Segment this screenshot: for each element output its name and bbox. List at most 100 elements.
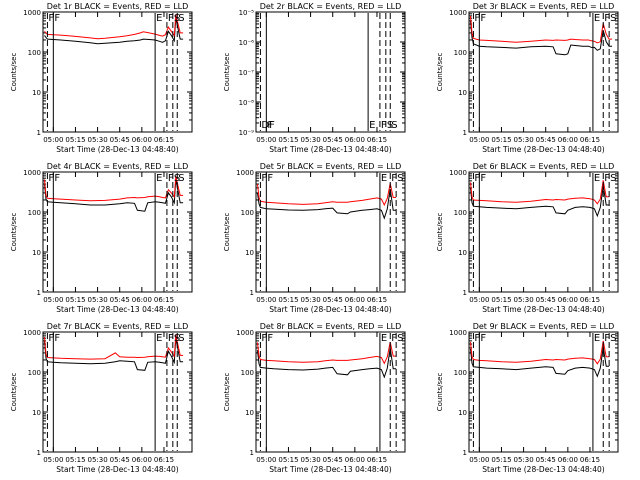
- x-tick-label: 06:00: [558, 136, 578, 144]
- panel-3: Det 3r BLACK = Events, RED = LLD 1 10 100 10…: [436, 2, 619, 154]
- event-marker-label: E: [381, 333, 387, 344]
- y-tick-label: 1000: [236, 169, 254, 177]
- event-marker-label: S: [397, 173, 403, 184]
- x-axis-label: Start Time (28-Dec-13 04:48:40): [269, 465, 391, 474]
- x-tick-label: 06:00: [132, 296, 152, 304]
- event-marker-label: S: [391, 120, 397, 131]
- lld-series-line: [470, 15, 613, 44]
- event-marker-label: F: [267, 173, 273, 184]
- x-tick-label: 06:15: [580, 296, 600, 304]
- event-marker-label: F: [391, 333, 397, 344]
- event-marker-label: S: [178, 13, 184, 24]
- lld-series-line: [470, 180, 610, 205]
- event-marker-label: S: [397, 333, 403, 344]
- event-marker-label: F: [604, 173, 610, 184]
- panel-title: Det 7r BLACK = Events, RED = LLD: [47, 322, 189, 331]
- events-series-line: [470, 185, 610, 218]
- x-tick-label: 05:30: [513, 456, 533, 464]
- events-series-line: [44, 179, 184, 212]
- x-axis-label: Start Time (28-Dec-13 04:48:40): [56, 145, 178, 154]
- event-marker-label: F: [474, 173, 480, 184]
- y-axis-label: Counts/sec: [436, 213, 444, 252]
- event-marker-label: F: [604, 13, 610, 24]
- y-axis-label: Counts/sec: [223, 373, 231, 412]
- x-tick-label: 05:45: [323, 136, 343, 144]
- x-tick-label: 05:00: [469, 296, 489, 304]
- y-tick-label: 10⁻⁵: [239, 9, 255, 17]
- event-marker-label: F: [48, 13, 54, 24]
- event-marker-label: F: [168, 13, 174, 24]
- panel-1: Det 1r BLACK = Events, RED = LLD 1 10 100 10…: [10, 2, 193, 154]
- x-tick-label: 05:15: [278, 296, 298, 304]
- y-tick-label: 10: [32, 89, 41, 97]
- x-tick-label: 05:45: [110, 136, 130, 144]
- y-tick-label: 1: [37, 129, 41, 137]
- y-tick-label: 1000: [449, 169, 467, 177]
- x-tick-label: 06:15: [367, 456, 387, 464]
- y-tick-label: 1: [250, 289, 254, 297]
- y-tick-label: 100: [28, 49, 41, 57]
- event-marker-label: F: [480, 13, 486, 24]
- y-tick-label: 100: [241, 369, 254, 377]
- event-marker-label: F: [480, 333, 486, 344]
- event-marker-label: F: [267, 333, 273, 344]
- x-tick-label: 05:30: [513, 296, 533, 304]
- panel-title: Det 9r BLACK = Events, RED = LLD: [473, 322, 615, 331]
- y-tick-label: 1000: [23, 9, 41, 17]
- y-tick-label: 10: [245, 249, 254, 257]
- y-tick-label: 10⁻⁸: [239, 99, 255, 107]
- panel-title: Det 5r BLACK = Events, RED = LLD: [260, 162, 402, 171]
- x-tick-label: 06:00: [558, 456, 578, 464]
- plot-frame: [255, 331, 406, 453]
- event-marker-label: F: [48, 333, 54, 344]
- x-tick-label: 05:30: [87, 456, 107, 464]
- x-tick-label: 06:00: [132, 136, 152, 144]
- panel-title: Det 6r BLACK = Events, RED = LLD: [473, 162, 615, 171]
- y-tick-label: 100: [241, 209, 254, 217]
- x-tick-label: 05:30: [300, 456, 320, 464]
- panel-9: Det 9r BLACK = Events, RED = LLD 1 10 100 10…: [436, 322, 619, 474]
- x-tick-label: 05:15: [278, 456, 298, 464]
- x-tick-label: 05:45: [110, 456, 130, 464]
- events-series-line: [44, 18, 184, 45]
- panel-title: Det 1r BLACK = Events, RED = LLD: [47, 2, 189, 11]
- x-tick-label: 05:30: [87, 136, 107, 144]
- x-tick-label: 05:45: [536, 456, 556, 464]
- x-tick-label: 06:00: [345, 136, 365, 144]
- event-marker-label: F: [168, 173, 174, 184]
- y-tick-label: 1000: [23, 169, 41, 177]
- y-tick-label: 10: [458, 89, 467, 97]
- x-tick-label: 06:00: [345, 456, 365, 464]
- y-tick-label: 100: [454, 49, 467, 57]
- y-axis-label: Counts/sec: [436, 373, 444, 412]
- x-tick-label: 05:30: [300, 136, 320, 144]
- y-axis-label: Counts/sec: [436, 53, 444, 92]
- x-axis-label: Start Time (28-Dec-13 04:48:40): [56, 305, 178, 314]
- plot-frame: [255, 171, 406, 293]
- event-marker-label: E: [156, 173, 162, 184]
- plot-frame: [468, 331, 619, 453]
- event-marker-label: DF: [261, 120, 275, 131]
- events-series-line: [470, 20, 613, 56]
- y-tick-label: 10⁻⁷: [239, 69, 255, 77]
- events-series-line: [470, 347, 610, 378]
- event-marker-label: F: [54, 13, 60, 24]
- x-tick-label: 05:15: [65, 136, 85, 144]
- x-tick-label: 05:30: [513, 136, 533, 144]
- x-tick-label: 05:00: [256, 456, 276, 464]
- x-axis-label: Start Time (28-Dec-13 04:48:40): [482, 465, 604, 474]
- lld-series-line: [44, 176, 184, 202]
- event-marker-label: E: [381, 173, 387, 184]
- event-marker-label: F: [54, 173, 60, 184]
- lld-series-line: [257, 341, 397, 365]
- panel-title: Det 4r BLACK = Events, RED = LLD: [47, 162, 189, 171]
- y-axis-label: Counts/sec: [223, 213, 231, 252]
- event-marker-label: F: [48, 173, 54, 184]
- x-tick-label: 05:45: [536, 296, 556, 304]
- panel-title: Det 8r BLACK = Events, RED = LLD: [260, 322, 402, 331]
- x-tick-label: 06:15: [580, 456, 600, 464]
- event-marker-label: F: [261, 333, 267, 344]
- y-tick-label: 100: [454, 209, 467, 217]
- event-marker-label: E: [156, 333, 162, 344]
- panel-6: Det 6r BLACK = Events, RED = LLD 1 10 100 10…: [436, 162, 619, 314]
